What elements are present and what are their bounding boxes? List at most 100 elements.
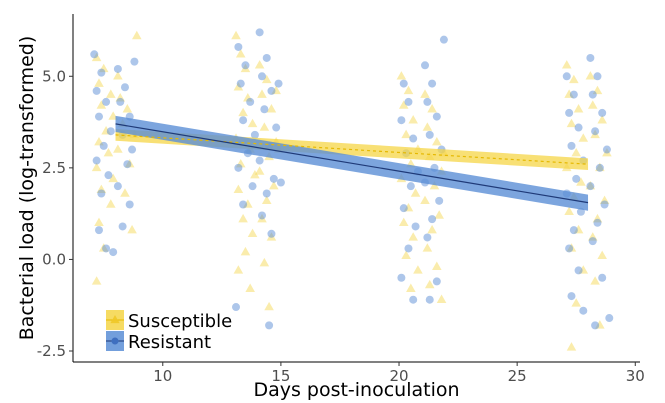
data-point-triangle [103,148,114,157]
data-point-circle [255,28,264,37]
data-point-triangle [396,71,407,80]
data-point-circle [423,97,432,106]
data-point-triangle [429,180,440,190]
data-point-triangle [233,265,244,274]
data-point-circle [404,97,413,106]
data-point-circle [102,244,111,253]
data-point-triangle [432,137,442,146]
data-point-triangle [422,122,433,131]
data-point-triangle [420,195,430,205]
data-point-circle [123,160,132,169]
data-point-triangle [408,232,418,241]
x-tick-label: 10 [153,367,172,385]
data-point-circle [406,182,415,191]
data-point-circle [399,79,408,88]
data-point-circle [274,79,283,88]
legend-marker-susceptible [110,315,120,324]
data-point-triangle [590,276,600,285]
data-point-circle [246,97,255,106]
data-point-circle [574,123,583,132]
data-point-triangle [578,133,589,142]
data-point-triangle [427,224,437,234]
data-point-circle [605,314,614,323]
data-point-circle [593,72,602,81]
data-point-triangle [573,104,584,113]
y-tick-label: -2.5 [37,342,66,360]
data-point-circle [94,112,103,121]
fit-line-susceptible [115,134,589,165]
legend-label-susceptible: Susceptible [128,311,232,332]
data-point-circle [234,163,243,172]
data-point-circle [421,61,430,70]
data-point-circle [569,90,578,99]
y-tick-label: 0.0 [42,250,66,268]
data-point-triangle [113,144,123,153]
data-point-triangle [240,246,251,256]
data-point-circle [262,189,271,198]
data-point-triangle [94,217,104,227]
data-point-triangle [245,283,255,292]
data-point-triangle [106,199,116,208]
data-point-circle [404,244,413,253]
x-tick-label: 15 [271,367,290,385]
data-point-circle [234,42,243,51]
data-point-circle [109,248,118,257]
data-point-circle [593,218,602,227]
data-point-circle [260,105,269,114]
data-point-triangle [398,217,409,227]
data-point-circle [409,134,418,143]
data-point-triangle [259,257,270,267]
data-point-triangle [422,243,433,252]
data-point-triangle [424,279,435,289]
data-point-circle [120,83,129,92]
data-point-circle [276,178,285,187]
data-point-circle [113,64,122,73]
data-point-triangle [257,89,267,98]
data-point-circle [236,79,245,88]
x-tick-label: 30 [626,367,645,385]
data-point-triangle [413,265,423,274]
data-point-circle [239,200,248,209]
data-point-triangle [569,74,579,84]
data-point-circle [435,196,444,205]
data-point-triangle [247,118,258,128]
data-point-circle [600,200,609,209]
data-point-circle [591,127,600,136]
data-point-circle [423,233,432,242]
data-point-circle [94,226,103,235]
data-point-circle [102,97,111,106]
data-point-circle [241,61,250,70]
data-point-circle [90,50,99,59]
data-point-circle [574,266,583,275]
legend-marker-resistant [111,337,119,345]
data-point-circle [248,182,257,191]
data-point-circle [432,277,441,286]
data-point-triangle [127,224,137,234]
data-point-triangle [247,228,258,238]
data-point-circle [425,130,434,139]
data-point-circle [97,189,106,198]
data-point-circle [128,145,137,154]
data-point-triangle [587,100,598,109]
data-point-triangle [91,276,102,285]
data-point-circle [409,295,418,304]
data-point-circle [425,295,434,304]
x-tick-label: 25 [508,367,527,385]
data-point-circle [595,163,604,172]
data-point-triangle [106,89,116,98]
data-point-circle [250,130,259,139]
data-point-triangle [122,104,133,113]
data-point-triangle [571,298,581,307]
data-point-triangle [231,30,241,40]
data-point-triangle [571,148,581,157]
data-point-circle [99,141,108,150]
data-point-triangle [406,283,416,292]
data-point-triangle [432,261,442,270]
data-point-circle [586,182,595,191]
data-point-circle [232,303,241,312]
data-point-triangle [259,122,270,131]
data-point-circle [439,35,448,44]
data-point-circle [598,108,607,117]
x-axis-title: Days post-inoculation [253,379,459,401]
